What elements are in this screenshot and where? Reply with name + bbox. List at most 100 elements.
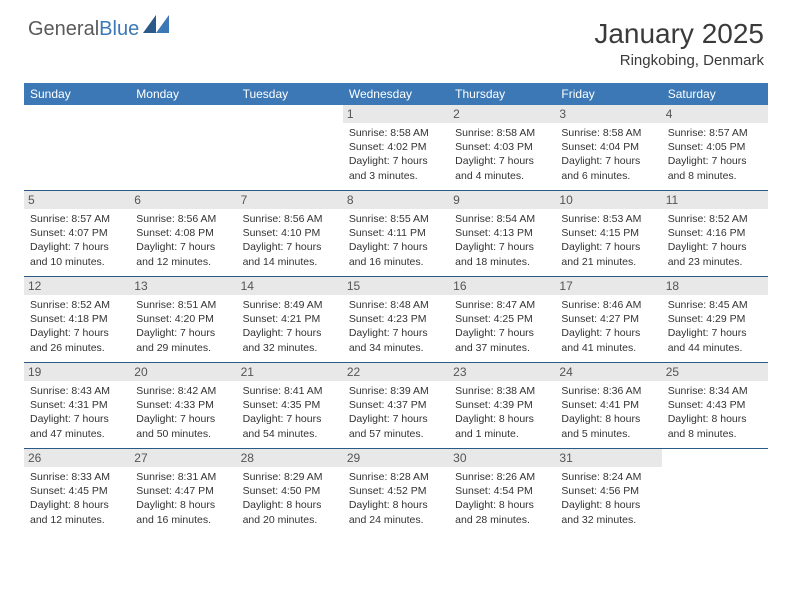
day-detail: Sunrise: 8:33 AMSunset: 4:45 PMDaylight:…	[30, 470, 124, 527]
day-header-cell: Saturday	[662, 83, 768, 105]
week-row: 19 Sunrise: 8:43 AMSunset: 4:31 PMDayligh…	[24, 363, 768, 449]
day-cell: 23Sunrise: 8:38 AMSunset: 4:39 PMDayligh…	[449, 363, 555, 449]
day-detail: Sunrise: 8:45 AMSunset: 4:29 PMDaylight:…	[668, 298, 762, 355]
day-detail: Sunrise: 8:48 AMSunset: 4:23 PMDaylight:…	[349, 298, 443, 355]
day-number: 18	[662, 277, 768, 295]
day-detail: Sunrise: 8:58 AMSunset: 4:03 PMDaylight:…	[455, 126, 549, 183]
day-number: 6	[130, 191, 236, 209]
day-number: 10	[555, 191, 661, 209]
empty-cell	[24, 105, 130, 191]
calendar: SundayMondayTuesdayWednesdayThursdayFrid…	[24, 83, 768, 535]
day-header-cell: Monday	[130, 83, 236, 105]
day-cell: 12 Sunrise: 8:52 AMSunset: 4:18 PMDayligh…	[24, 277, 130, 363]
day-cell: 24 Sunrise: 8:36 AMSunset: 4:41 PMDayligh…	[555, 363, 661, 449]
day-detail: Sunrise: 8:34 AMSunset: 4:43 PMDaylight:…	[668, 384, 762, 441]
day-detail: Sunrise: 8:41 AMSunset: 4:35 PMDaylight:…	[243, 384, 337, 441]
logo-text: GeneralBlue	[28, 18, 139, 41]
day-detail: Sunrise: 8:57 AMSunset: 4:05 PMDaylight:…	[668, 126, 762, 183]
day-header-cell: Wednesday	[343, 83, 449, 105]
day-detail: Sunrise: 8:51 AMSunset: 4:20 PMDaylight:…	[136, 298, 230, 355]
day-detail: Sunrise: 8:58 AMSunset: 4:04 PMDaylight:…	[561, 126, 655, 183]
day-number: 30	[449, 449, 555, 467]
day-detail: Sunrise: 8:52 AMSunset: 4:16 PMDaylight:…	[668, 212, 762, 269]
day-cell: 8Sunrise: 8:55 AMSunset: 4:11 PMDaylight…	[343, 191, 449, 277]
day-detail: Sunrise: 8:24 AMSunset: 4:56 PMDaylight:…	[561, 470, 655, 527]
day-cell: 11 Sunrise: 8:52 AMSunset: 4:16 PMDayligh…	[662, 191, 768, 277]
day-number: 2	[449, 105, 555, 123]
day-detail: Sunrise: 8:39 AMSunset: 4:37 PMDaylight:…	[349, 384, 443, 441]
day-detail: Sunrise: 8:31 AMSunset: 4:47 PMDaylight:…	[136, 470, 230, 527]
day-cell: 19 Sunrise: 8:43 AMSunset: 4:31 PMDayligh…	[24, 363, 130, 449]
week-row: 1Sunrise: 8:58 AMSunset: 4:02 PMDaylight…	[24, 105, 768, 191]
day-detail: Sunrise: 8:52 AMSunset: 4:18 PMDaylight:…	[30, 298, 124, 355]
day-cell: 20 Sunrise: 8:42 AMSunset: 4:33 PMDayligh…	[130, 363, 236, 449]
day-detail: Sunrise: 8:46 AMSunset: 4:27 PMDaylight:…	[561, 298, 655, 355]
day-cell: 4 Sunrise: 8:57 AMSunset: 4:05 PMDaylight…	[662, 105, 768, 191]
day-number: 4	[662, 105, 768, 123]
day-number: 12	[24, 277, 130, 295]
day-header-cell: Tuesday	[237, 83, 343, 105]
empty-cell	[130, 105, 236, 191]
day-detail: Sunrise: 8:56 AMSunset: 4:08 PMDaylight:…	[136, 212, 230, 269]
day-cell: 27Sunrise: 8:31 AMSunset: 4:47 PMDayligh…	[130, 449, 236, 535]
day-cell: 6 Sunrise: 8:56 AMSunset: 4:08 PMDaylight…	[130, 191, 236, 277]
day-detail: Sunrise: 8:57 AMSunset: 4:07 PMDaylight:…	[30, 212, 124, 269]
day-detail: Sunrise: 8:58 AMSunset: 4:02 PMDaylight:…	[349, 126, 443, 183]
day-number: 24	[555, 363, 661, 381]
day-cell: 22 Sunrise: 8:39 AMSunset: 4:37 PMDayligh…	[343, 363, 449, 449]
day-number: 19	[24, 363, 130, 381]
week-row: 26 Sunrise: 8:33 AMSunset: 4:45 PMDayligh…	[24, 449, 768, 535]
day-number: 7	[237, 191, 343, 209]
day-cell: 5 Sunrise: 8:57 AMSunset: 4:07 PMDaylight…	[24, 191, 130, 277]
month-title: January 2025	[594, 18, 764, 50]
day-detail: Sunrise: 8:43 AMSunset: 4:31 PMDaylight:…	[30, 384, 124, 441]
day-cell: 26 Sunrise: 8:33 AMSunset: 4:45 PMDayligh…	[24, 449, 130, 535]
day-detail: Sunrise: 8:54 AMSunset: 4:13 PMDaylight:…	[455, 212, 549, 269]
empty-cell	[662, 449, 768, 535]
day-number: 28	[237, 449, 343, 467]
day-cell: 14Sunrise: 8:49 AMSunset: 4:21 PMDayligh…	[237, 277, 343, 363]
week-row: 12 Sunrise: 8:52 AMSunset: 4:18 PMDayligh…	[24, 277, 768, 363]
day-cell: 10 Sunrise: 8:53 AMSunset: 4:15 PMDayligh…	[555, 191, 661, 277]
day-detail: Sunrise: 8:42 AMSunset: 4:33 PMDaylight:…	[136, 384, 230, 441]
day-detail: Sunrise: 8:53 AMSunset: 4:15 PMDaylight:…	[561, 212, 655, 269]
day-detail: Sunrise: 8:28 AMSunset: 4:52 PMDaylight:…	[349, 470, 443, 527]
day-number: 11	[662, 191, 768, 209]
day-number: 13	[130, 277, 236, 295]
day-cell: 15Sunrise: 8:48 AMSunset: 4:23 PMDayligh…	[343, 277, 449, 363]
day-cell: 3 Sunrise: 8:58 AMSunset: 4:04 PMDaylight…	[555, 105, 661, 191]
logo-mark-icon	[143, 15, 169, 38]
day-cell: 9 Sunrise: 8:54 AMSunset: 4:13 PMDaylight…	[449, 191, 555, 277]
day-cell: 2 Sunrise: 8:58 AMSunset: 4:03 PMDaylight…	[449, 105, 555, 191]
day-cell: 28 Sunrise: 8:29 AMSunset: 4:50 PMDayligh…	[237, 449, 343, 535]
empty-cell	[237, 105, 343, 191]
day-number: 17	[555, 277, 661, 295]
day-number: 20	[130, 363, 236, 381]
day-number: 29	[343, 449, 449, 467]
day-number: 22	[343, 363, 449, 381]
day-detail: Sunrise: 8:29 AMSunset: 4:50 PMDaylight:…	[243, 470, 337, 527]
day-cell: 18 Sunrise: 8:45 AMSunset: 4:29 PMDayligh…	[662, 277, 768, 363]
day-cell: 21Sunrise: 8:41 AMSunset: 4:35 PMDayligh…	[237, 363, 343, 449]
day-cell: 16Sunrise: 8:47 AMSunset: 4:25 PMDayligh…	[449, 277, 555, 363]
day-number: 3	[555, 105, 661, 123]
day-number: 16	[449, 277, 555, 295]
day-cell: 13 Sunrise: 8:51 AMSunset: 4:20 PMDayligh…	[130, 277, 236, 363]
logo: GeneralBlue	[28, 18, 169, 41]
day-cell: 17 Sunrise: 8:46 AMSunset: 4:27 PMDayligh…	[555, 277, 661, 363]
day-number: 26	[24, 449, 130, 467]
day-header-cell: Thursday	[449, 83, 555, 105]
day-number: 9	[449, 191, 555, 209]
logo-text-1: General	[28, 18, 99, 40]
day-cell: 29 Sunrise: 8:28 AMSunset: 4:52 PMDayligh…	[343, 449, 449, 535]
day-cell: 31 Sunrise: 8:24 AMSunset: 4:56 PMDayligh…	[555, 449, 661, 535]
day-cell: 7 Sunrise: 8:56 AMSunset: 4:10 PMDaylight…	[237, 191, 343, 277]
location: Ringkobing, Denmark	[594, 52, 764, 69]
day-number: 14	[237, 277, 343, 295]
day-detail: Sunrise: 8:36 AMSunset: 4:41 PMDaylight:…	[561, 384, 655, 441]
day-number: 31	[555, 449, 661, 467]
day-detail: Sunrise: 8:56 AMSunset: 4:10 PMDaylight:…	[243, 212, 337, 269]
day-cell: 25Sunrise: 8:34 AMSunset: 4:43 PMDayligh…	[662, 363, 768, 449]
day-cell: 1Sunrise: 8:58 AMSunset: 4:02 PMDaylight…	[343, 105, 449, 191]
day-number: 5	[24, 191, 130, 209]
